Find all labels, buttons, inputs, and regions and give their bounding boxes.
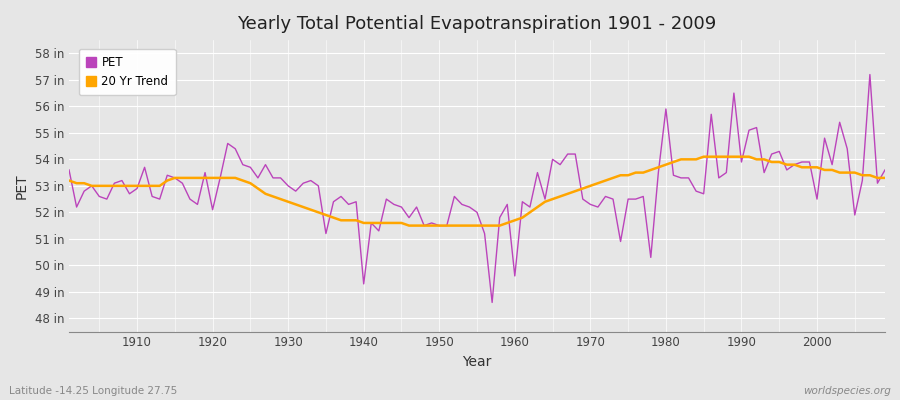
X-axis label: Year: Year	[463, 355, 491, 369]
Text: worldspecies.org: worldspecies.org	[803, 386, 891, 396]
Y-axis label: PET: PET	[15, 173, 29, 199]
Title: Yearly Total Potential Evapotranspiration 1901 - 2009: Yearly Total Potential Evapotranspiratio…	[238, 15, 716, 33]
Text: Latitude -14.25 Longitude 27.75: Latitude -14.25 Longitude 27.75	[9, 386, 177, 396]
Legend: PET, 20 Yr Trend: PET, 20 Yr Trend	[79, 49, 176, 95]
